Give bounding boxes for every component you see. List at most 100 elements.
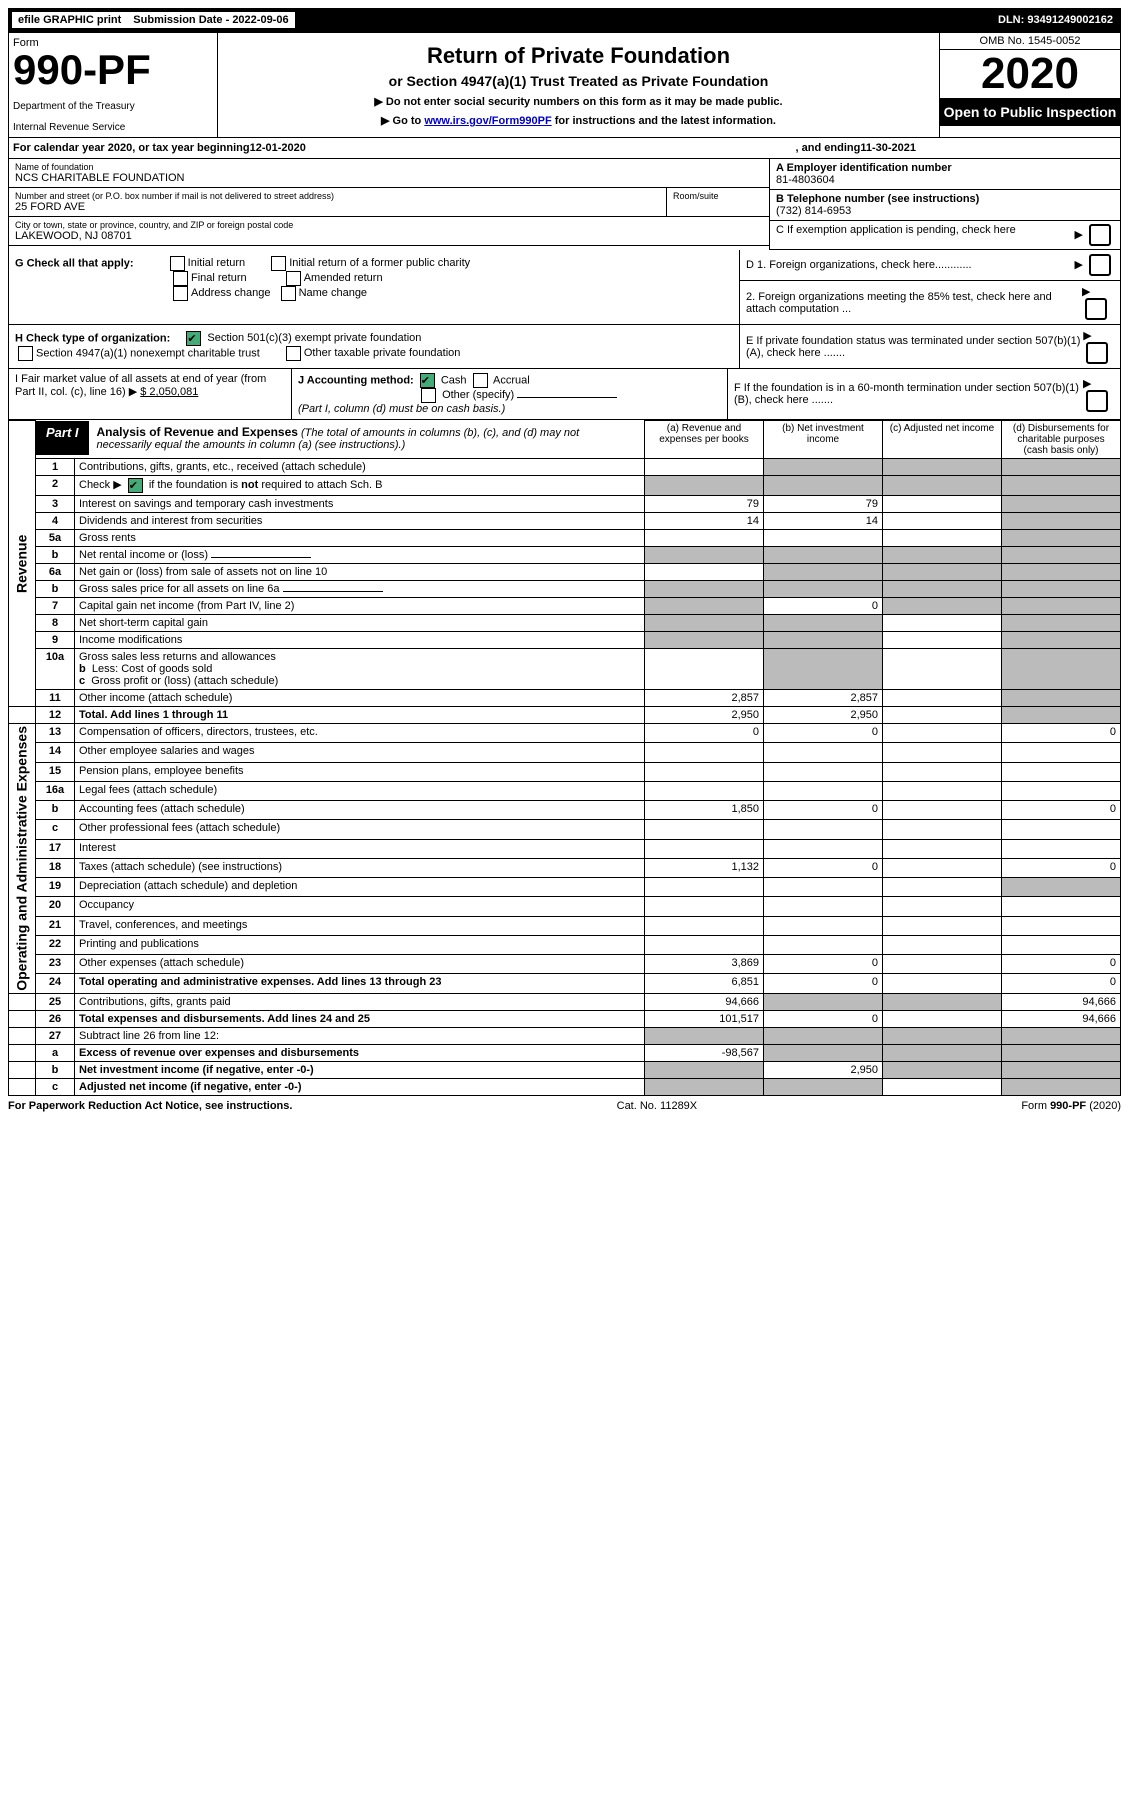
form-header: Form 990-PF Department of the Treasury I… (8, 32, 1121, 138)
table-row: 1Contributions, gifts, grants, etc., rec… (9, 459, 1121, 476)
table-row: 19Depreciation (attach schedule) and dep… (9, 878, 1121, 897)
g-label: G Check all that apply: (15, 257, 134, 269)
part1-table: Revenue Part I Analysis of Revenue and E… (8, 420, 1121, 1096)
j-o2: Accrual (493, 374, 530, 386)
col-c-header: (c) Adjusted net income (883, 421, 1002, 459)
table-row: 4Dividends and interest from securities1… (9, 513, 1121, 530)
g-o5: Address change (191, 287, 271, 299)
h-4947-cb[interactable] (18, 346, 33, 361)
j-accrual-cb[interactable] (473, 373, 488, 388)
c-checkbox[interactable] (1089, 224, 1111, 246)
g-initial-former-cb[interactable] (271, 256, 286, 271)
addr-label: Number and street (or P.O. box number if… (15, 191, 660, 201)
table-row: 16aLegal fees (attach schedule) (9, 781, 1121, 800)
g-o2: Initial return of a former public charit… (289, 257, 470, 269)
col-a-header: (a) Revenue and expenses per books (645, 421, 764, 459)
g-o3: Final return (191, 272, 247, 284)
g-amended-cb[interactable] (286, 271, 301, 286)
table-row: bNet rental income or (loss) (9, 547, 1121, 564)
revenue-section-label: Revenue (9, 421, 36, 707)
table-row: 9Income modifications (9, 632, 1121, 649)
table-row: bGross sales price for all assets on lin… (9, 581, 1121, 598)
ein-value: 81-4803604 (776, 174, 835, 186)
j-label: J Accounting method: (298, 374, 414, 386)
table-row: 7Capital gain net income (from Part IV, … (9, 598, 1121, 615)
check-section-he: H Check type of organization: ✔ Section … (8, 325, 1121, 369)
foundation-name: NCS CHARITABLE FOUNDATION (15, 172, 763, 184)
j-o1: Cash (441, 374, 467, 386)
d2-checkbox[interactable] (1085, 298, 1107, 320)
h-o1: Section 501(c)(3) exempt private foundat… (207, 332, 421, 344)
table-row: 11Other income (attach schedule)2,8572,8… (9, 690, 1121, 707)
h-label: H Check type of organization: (15, 332, 170, 344)
footer-right: Form 990-PF (2020) (1021, 1100, 1121, 1112)
g-o4: Amended return (304, 272, 383, 284)
city-state-zip: LAKEWOOD, NJ 08701 (15, 230, 763, 242)
cal-begin: 12-01-2020 (250, 142, 306, 154)
c-exemption-label: C If exemption application is pending, c… (776, 224, 1016, 246)
phone-label: B Telephone number (see instructions) (776, 193, 979, 205)
table-row: 27Subtract line 26 from line 12: (9, 1027, 1121, 1044)
submission-date: Submission Date - 2022-09-06 (127, 12, 294, 28)
j-other-cb[interactable] (421, 388, 436, 403)
dept-treasury: Department of the Treasury (13, 101, 213, 112)
table-row: 26Total expenses and disbursements. Add … (9, 1010, 1121, 1027)
h-other-taxable-cb[interactable] (286, 346, 301, 361)
g-o6: Name change (299, 287, 368, 299)
g-o1: Initial return (188, 257, 245, 269)
part1-title: Analysis of Revenue and Expenses (97, 425, 298, 439)
form-subtitle: or Section 4947(a)(1) Trust Treated as P… (224, 73, 933, 89)
g-name-change-cb[interactable] (281, 286, 296, 301)
table-row: 25Contributions, gifts, grants paid94,66… (9, 993, 1121, 1010)
schb-checkbox[interactable]: ✔ (128, 478, 143, 493)
table-row: 20Occupancy (9, 897, 1121, 916)
g-initial-return-cb[interactable] (170, 256, 185, 271)
cal-prefix: For calendar year 2020, or tax year begi… (13, 142, 250, 154)
d2-label: 2. Foreign organizations meeting the 85%… (746, 291, 1082, 315)
f-label: F If the foundation is in a 60-month ter… (734, 382, 1083, 406)
open-public-badge: Open to Public Inspection (940, 98, 1120, 126)
irs-url[interactable]: www.irs.gov/Form990PF (424, 115, 551, 127)
top-bar: efile GRAPHIC print Submission Date - 20… (8, 8, 1121, 32)
ssn-warning: ▶ Do not enter social security numbers o… (224, 95, 933, 108)
j-cash-cb[interactable]: ✔ (420, 373, 435, 388)
goto-link[interactable]: ▶ Go to www.irs.gov/Form990PF for instru… (224, 114, 933, 127)
street-address: 25 FORD AVE (15, 201, 660, 213)
table-row: 17Interest (9, 839, 1121, 858)
g-final-return-cb[interactable] (173, 271, 188, 286)
h-o2: Section 4947(a)(1) nonexempt charitable … (36, 347, 260, 359)
check-section-gd: G Check all that apply: Initial return I… (8, 250, 1121, 325)
efile-label[interactable]: efile GRAPHIC print (12, 12, 127, 28)
form-number: 990-PF (13, 49, 213, 91)
tax-year: 2020 (940, 50, 1120, 98)
table-row: 3Interest on savings and temporary cash … (9, 496, 1121, 513)
col-d-header: (d) Disbursements for charitable purpose… (1002, 421, 1121, 459)
e-checkbox[interactable] (1086, 342, 1108, 364)
entity-info: Name of foundation NCS CHARITABLE FOUNDA… (8, 158, 1121, 250)
city-label: City or town, state or province, country… (15, 220, 763, 230)
form-title: Return of Private Foundation (224, 43, 933, 69)
table-row: 6aNet gain or (loss) from sale of assets… (9, 564, 1121, 581)
table-row: 23Other expenses (attach schedule)3,8690… (9, 955, 1121, 974)
room-suite-label: Room/suite (666, 188, 769, 216)
g-address-change-cb[interactable] (173, 286, 188, 301)
f-checkbox[interactable] (1086, 390, 1108, 412)
phone-value: (732) 814-6953 (776, 205, 851, 217)
part1-label: Part I (36, 421, 89, 455)
opadmin-section-label: Operating and Administrative Expenses (9, 724, 36, 994)
table-row: 14Other employee salaries and wages (9, 743, 1121, 762)
h-501c3-cb[interactable]: ✔ (186, 331, 201, 346)
j-o3: Other (specify) (442, 389, 514, 401)
table-row: 15Pension plans, employee benefits (9, 762, 1121, 781)
ijf-row: I Fair market value of all assets at end… (8, 369, 1121, 420)
footer-left: For Paperwork Reduction Act Notice, see … (8, 1100, 292, 1112)
cal-mid: , and ending (796, 142, 861, 154)
col-b-header: (b) Net investment income (764, 421, 883, 459)
table-row: 24Total operating and administrative exp… (9, 974, 1121, 993)
table-row: Operating and Administrative Expenses 13… (9, 724, 1121, 743)
table-row: cAdjusted net income (if negative, enter… (9, 1078, 1121, 1095)
page-footer: For Paperwork Reduction Act Notice, see … (8, 1096, 1121, 1116)
d1-checkbox[interactable] (1089, 254, 1111, 276)
cal-end: 11-30-2021 (860, 142, 916, 154)
table-row: 21Travel, conferences, and meetings (9, 916, 1121, 935)
